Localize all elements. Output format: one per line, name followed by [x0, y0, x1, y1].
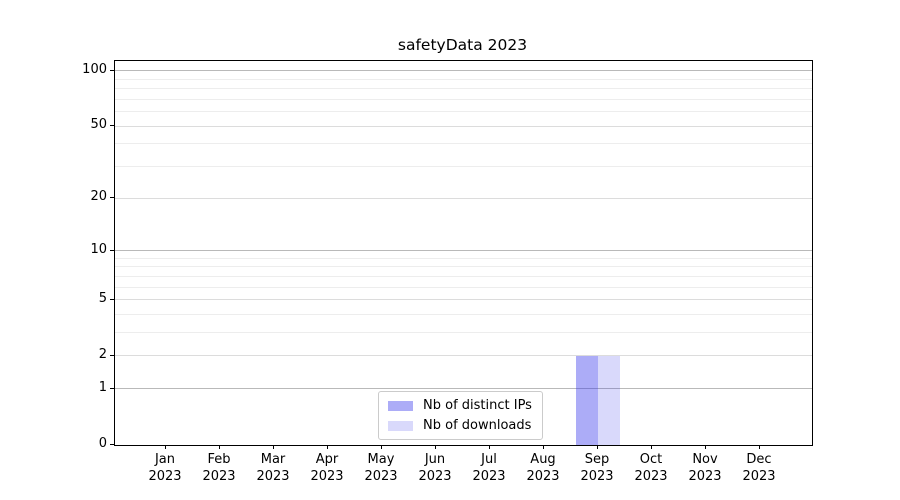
- x-tick: [543, 445, 544, 449]
- y-tick-label: 0: [98, 436, 107, 451]
- y-tick: [110, 69, 114, 71]
- x-tick: [597, 445, 598, 449]
- x-tick-label: Mar 2023: [256, 452, 290, 484]
- x-tick-label: Oct 2023: [634, 452, 668, 484]
- x-tick: [435, 445, 436, 449]
- minor-gridline: [115, 286, 812, 288]
- x-tick-label: Feb 2023: [202, 452, 236, 484]
- y-tick-label: 10: [90, 241, 107, 257]
- major-gridline: [115, 250, 812, 252]
- minor-gridline: [115, 314, 812, 315]
- major-gridline: [115, 125, 812, 127]
- major-gridline: [115, 388, 812, 390]
- x-tick-label: Sep 2023: [580, 452, 614, 484]
- chart-title: safetyData 2023: [397, 36, 528, 54]
- x-tick: [489, 445, 490, 449]
- bar: [576, 355, 598, 445]
- minor-gridline: [115, 166, 812, 168]
- legend: Nb of distinct IPs Nb of downloads: [378, 391, 543, 440]
- minor-gridline: [115, 266, 812, 268]
- legend-label-downloads: Nb of downloads: [423, 418, 532, 433]
- minor-gridline: [115, 88, 812, 90]
- x-tick-label: Nov 2023: [688, 452, 722, 484]
- x-tick-label: Apr 2023: [310, 452, 344, 484]
- x-tick: [381, 445, 382, 449]
- x-tick: [759, 445, 760, 449]
- minor-gridline: [115, 257, 812, 259]
- bar: [598, 355, 620, 445]
- x-tick-label: Dec 2023: [742, 452, 776, 484]
- minor-gridline: [115, 98, 812, 100]
- major-gridline: [115, 299, 812, 301]
- y-tick-label: 20: [90, 189, 107, 205]
- x-tick-label: Jun 2023: [418, 452, 452, 484]
- y-tick: [110, 249, 114, 251]
- x-tick-label: May 2023: [364, 452, 398, 484]
- major-gridline: [115, 355, 812, 357]
- y-tick-label: 2: [98, 346, 107, 362]
- x-tick: [651, 445, 652, 449]
- y-tick-label: 5: [98, 290, 107, 306]
- x-tick: [219, 445, 220, 449]
- downloads-swatch-icon: [388, 420, 413, 431]
- y-tick: [110, 298, 114, 300]
- plot-area: [114, 60, 813, 446]
- minor-gridline: [115, 143, 812, 145]
- x-tick-label: Aug 2023: [526, 452, 560, 484]
- minor-gridline: [115, 275, 812, 277]
- y-tick-label: 100: [82, 61, 107, 77]
- distinct-ips-swatch-icon: [388, 400, 413, 411]
- y-tick: [110, 197, 114, 199]
- x-tick: [273, 445, 274, 449]
- y-tick-label: 50: [90, 117, 107, 133]
- major-gridline: [115, 197, 812, 199]
- x-tick-label: Jan 2023: [148, 452, 182, 484]
- x-tick: [327, 445, 328, 449]
- y-tick: [110, 125, 114, 127]
- y-tick: [110, 444, 114, 445]
- minor-gridline: [115, 111, 812, 113]
- legend-entry-distinct-ips: Nb of distinct IPs: [388, 398, 532, 413]
- legend-label-distinct-ips: Nb of distinct IPs: [423, 398, 532, 413]
- minor-gridline: [115, 332, 812, 334]
- x-tick-label: Jul 2023: [472, 452, 506, 484]
- y-tick-label: 1: [98, 379, 107, 395]
- minor-gridline: [115, 78, 812, 80]
- x-tick: [705, 445, 706, 449]
- x-tick: [165, 445, 166, 449]
- y-tick: [110, 354, 114, 356]
- major-gridline: [115, 70, 812, 72]
- y-tick: [110, 387, 114, 389]
- legend-entry-downloads: Nb of downloads: [388, 418, 532, 433]
